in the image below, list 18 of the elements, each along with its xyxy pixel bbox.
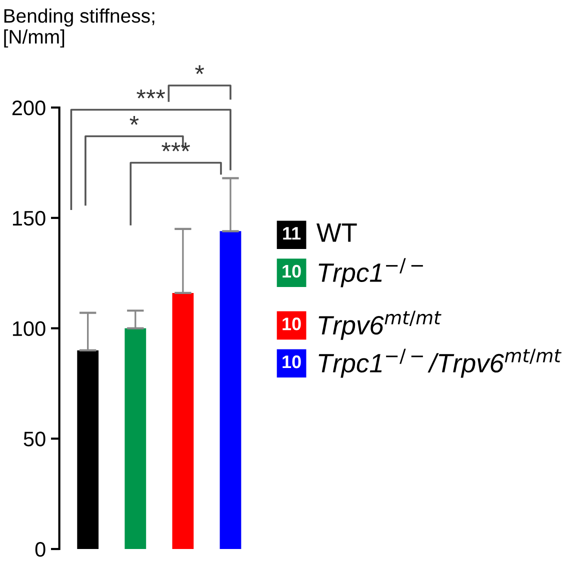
legend-label: Trpv6$^{mt/mt}$ [318, 310, 442, 340]
text: 10 [282, 264, 301, 278]
text: 11 [283, 227, 301, 240]
text: *** [136, 90, 166, 98]
y-tick-label: 100 [12, 321, 46, 336]
text: 10 [282, 355, 301, 368]
annotation: *** [162, 142, 190, 152]
text: 10 [282, 318, 301, 330]
legend-label: WT [316, 224, 357, 242]
y-tick-label: 50 [24, 432, 46, 446]
y-tick-label: 200 [12, 100, 46, 116]
annotation: * [130, 116, 139, 125]
y-tick-label: 150 [12, 210, 46, 226]
legend-label: Trpc1$^{−/−}$ [318, 258, 423, 288]
text: * [195, 65, 204, 74]
y-axis-title: Bending stiffness; [N/mm] [4, 8, 154, 48]
legend-label: Trpc1$^{−/−}$/Trpv6$^{mt/mt}$ [318, 348, 562, 378]
y-tick-label: 0 [35, 542, 46, 557]
